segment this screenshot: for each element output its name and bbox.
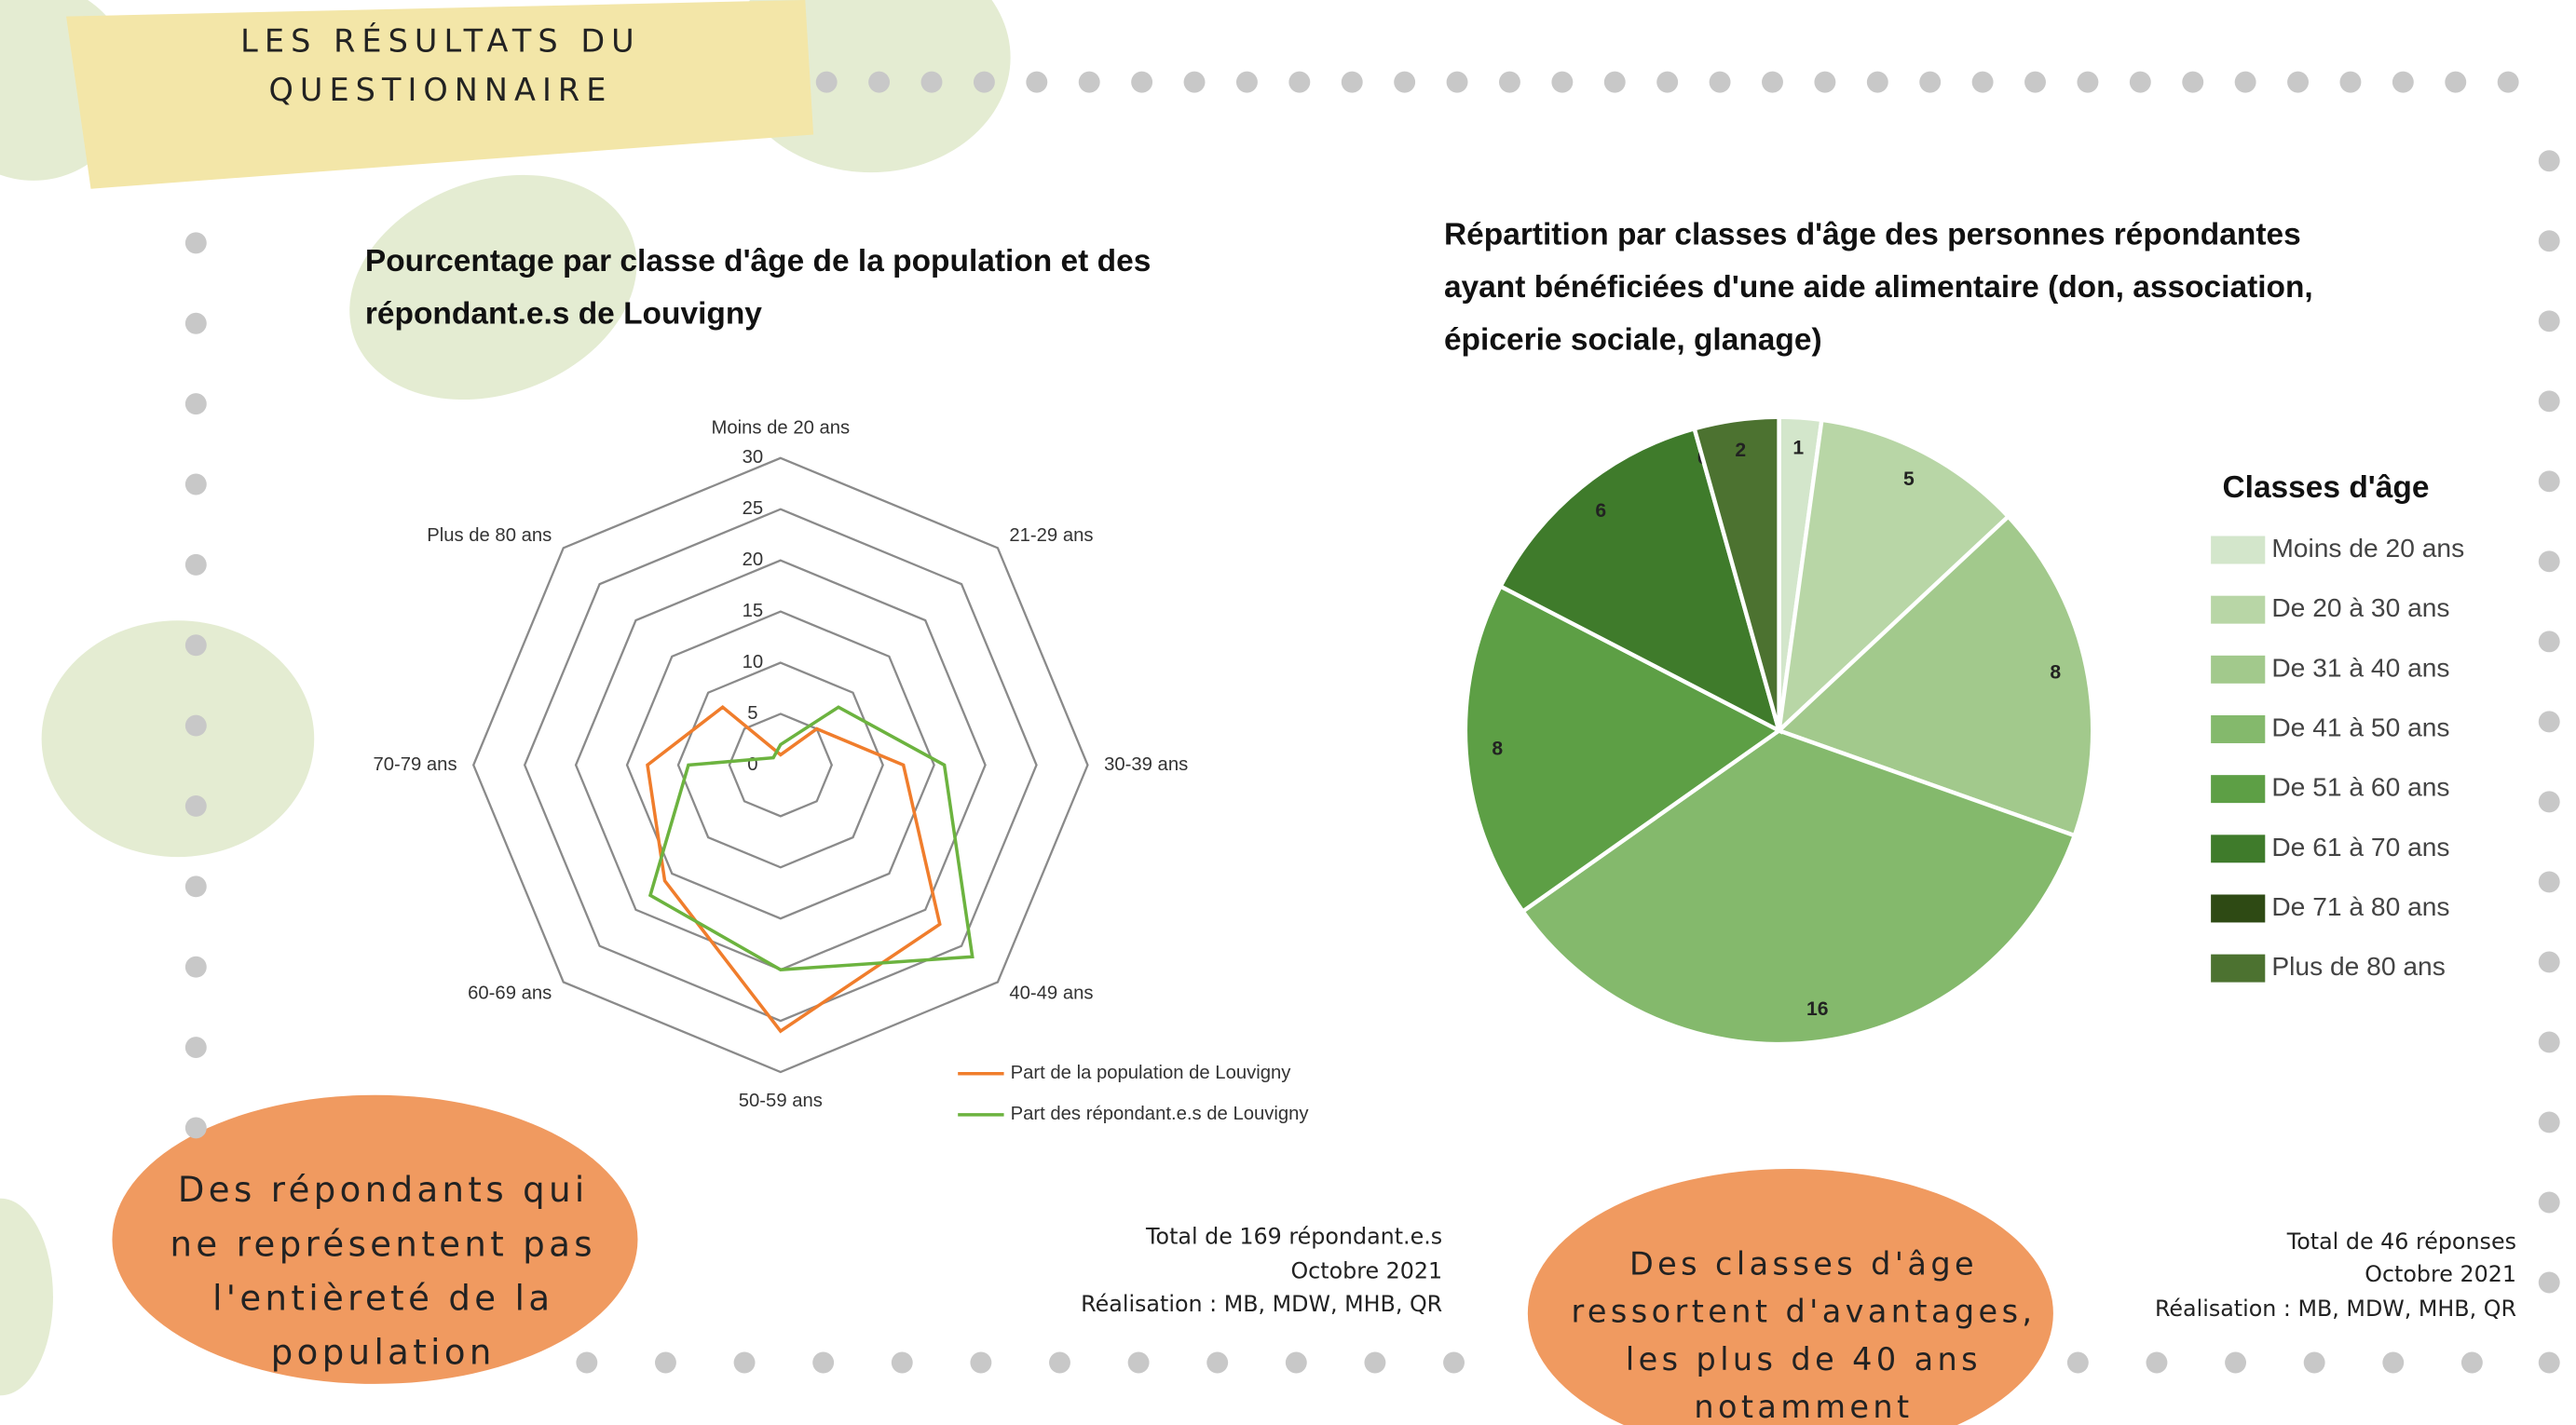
footer-note: Réalisation : MB, MDW, MHB, QR: [1081, 1291, 1442, 1317]
legend-label: Part des répondant.e.s de Louvigny: [1011, 1104, 1310, 1124]
decor: [0, 0, 2549, 1425]
tick-label: 5: [747, 703, 757, 724]
axis-label: 50-59 ans: [739, 1091, 823, 1111]
callout: Des répondants qui: [178, 1170, 589, 1210]
data-label: 6: [1595, 500, 1606, 522]
data-label: 5: [1903, 468, 1915, 490]
legend-label: De 61 à 70 ans: [2271, 832, 2449, 862]
legend-swatch: [2211, 894, 2265, 922]
tick-label: 0: [747, 754, 757, 775]
tick-label: 25: [743, 498, 764, 519]
axis-label: 40-49 ans: [1009, 983, 1093, 1003]
footer-note: Réalisation : MB, MDW, MHB, QR: [2155, 1296, 2516, 1322]
legend-swatch: [2211, 775, 2265, 803]
legend-swatch: [2211, 835, 2265, 862]
axis-label: 30-39 ans: [1104, 754, 1188, 775]
footer-note: Total de 169 répondant.e.s: [1145, 1224, 1442, 1250]
data-label: 8: [1492, 739, 1503, 760]
tick-label: 20: [743, 550, 764, 570]
chart-title: Pourcentage par classe d'âge de la popul…: [365, 244, 1151, 278]
series-line: [647, 707, 940, 1031]
grid-ring: [678, 663, 883, 868]
footer-note: Octobre 2021: [2365, 1261, 2516, 1287]
axis-label: Plus de 80 ans: [427, 525, 552, 546]
chart-title: épicerie sociale, glanage): [1444, 322, 1822, 357]
legend-swatch: [2211, 656, 2265, 684]
legend-label: Part de la population de Louvigny: [1011, 1063, 1292, 1083]
callout: l'entièreté de la: [212, 1279, 553, 1319]
legend-swatch: [2211, 715, 2265, 743]
legend-label: Moins de 20 ans: [2271, 533, 2464, 563]
page: LES RÉSULTATS DU QUESTIONNAIRE Pourcenta…: [0, 0, 2576, 1425]
legend-label: Plus de 80 ans: [2271, 951, 2445, 981]
tick-label: 30: [743, 447, 764, 468]
data-label: 16: [1806, 998, 1829, 1020]
legend-swatch: [2211, 536, 2265, 564]
callout: ressortent d'avantages,: [1571, 1294, 2036, 1330]
axis-label: 21-29 ans: [1009, 525, 1093, 546]
chart-title: répondant.e.s de Louvigny: [365, 296, 762, 331]
footer-note: Octobre 2021: [1290, 1258, 1442, 1284]
callout: ne représentent pas: [170, 1224, 596, 1264]
axis-label: Moins de 20 ans: [711, 417, 850, 438]
tick-label: 10: [743, 652, 764, 672]
axis-label: 60-69 ans: [468, 983, 552, 1003]
data-label: 2: [1735, 440, 1746, 461]
legend-label: De 41 à 50 ans: [2271, 712, 2449, 741]
legend-label: De 71 à 80 ans: [2271, 891, 2449, 921]
header-title: QUESTIONNAIRE: [268, 72, 612, 108]
grid-ring: [473, 458, 1087, 1072]
grid-ring: [576, 561, 985, 970]
data-label: 1: [1792, 438, 1804, 459]
legend-swatch: [2211, 596, 2265, 624]
legend-label: De 51 à 60 ans: [2271, 772, 2449, 802]
tick-label: 15: [743, 601, 764, 621]
legend-label: De 20 à 30 ans: [2271, 592, 2449, 622]
chart-title: ayant bénéficiées d'une aide alimentaire…: [1444, 270, 2313, 305]
header-title: LES RÉSULTATS DU: [240, 21, 641, 59]
data-label: 8: [2050, 661, 2061, 683]
footer-note: Total de 46 réponses: [2286, 1228, 2516, 1255]
legend-label: De 31 à 40 ans: [2271, 652, 2449, 682]
axis-label: 70-79 ans: [373, 754, 457, 775]
callout: Des classes d'âge: [1629, 1246, 1978, 1282]
grid-ring: [525, 509, 1036, 1021]
chart-title: Répartition par classes d'âge des person…: [1444, 218, 2301, 252]
legend-swatch: [2211, 955, 2265, 983]
callout: population: [271, 1333, 496, 1373]
callout: les plus de 40 ans: [1626, 1341, 1982, 1378]
callout: notamment: [1694, 1389, 1913, 1425]
legend-title: Classes d'âge: [2222, 470, 2429, 505]
series-line: [650, 707, 973, 970]
grid-ring: [627, 612, 934, 919]
